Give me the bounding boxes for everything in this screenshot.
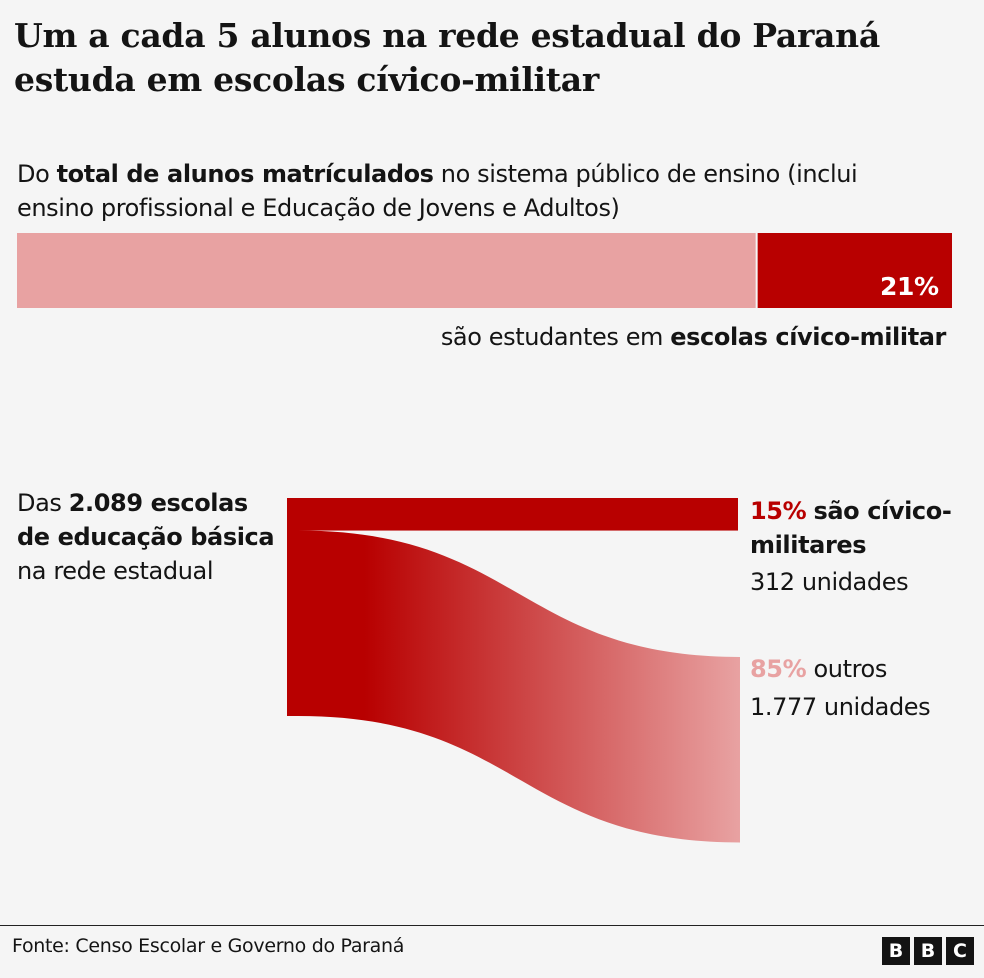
- bar-civic-students: [757, 233, 952, 308]
- bar-caption: são estudantes em escolas cívico-militar: [440, 320, 947, 354]
- sankey-source-node: [287, 498, 298, 716]
- civic-label: 15% são cívico-militares: [750, 494, 980, 562]
- schools-intro-pre: Das: [17, 489, 69, 517]
- other-label: 85% outros: [750, 652, 887, 686]
- students-intro: Do total de alunos matrículados no siste…: [17, 157, 887, 225]
- bar-value-label: 21%: [880, 272, 939, 301]
- logo-letter: B: [882, 937, 910, 965]
- bar-other-students: [17, 233, 756, 308]
- students-intro-pre: Do: [17, 160, 57, 188]
- bar-caption-bold: escolas cívico-militar: [670, 323, 946, 351]
- footer-divider: [0, 925, 984, 926]
- schools-intro-bold: 2.089 escolas de educação básica: [17, 489, 275, 551]
- logo-letter: C: [946, 937, 974, 965]
- other-percent: 85%: [750, 655, 807, 683]
- other-text: outros: [813, 655, 887, 683]
- sankey-flow-civic: [298, 498, 738, 531]
- schools-intro: Das 2.089 escolas de educação básica na …: [17, 486, 277, 588]
- sankey-flow-other: [298, 530, 740, 843]
- civic-percent: 15%: [750, 497, 807, 525]
- source-note: Fonte: Censo Escolar e Governo do Paraná: [12, 935, 405, 957]
- schools-intro-post: na rede estadual: [17, 557, 214, 585]
- students-intro-bold: total de alunos matrículados: [56, 160, 434, 188]
- civic-text: são cívico-militares: [750, 497, 952, 559]
- other-units: 1.777 unidades: [750, 693, 931, 721]
- chart-title: Um a cada 5 alunos na rede estadual do P…: [14, 16, 880, 99]
- civic-units: 312 unidades: [750, 568, 909, 596]
- logo-letter: B: [914, 937, 942, 965]
- students-intro-post: no sistema público de ensino (inclui ens…: [17, 160, 858, 222]
- bar-caption-pre: são estudantes em: [440, 323, 671, 351]
